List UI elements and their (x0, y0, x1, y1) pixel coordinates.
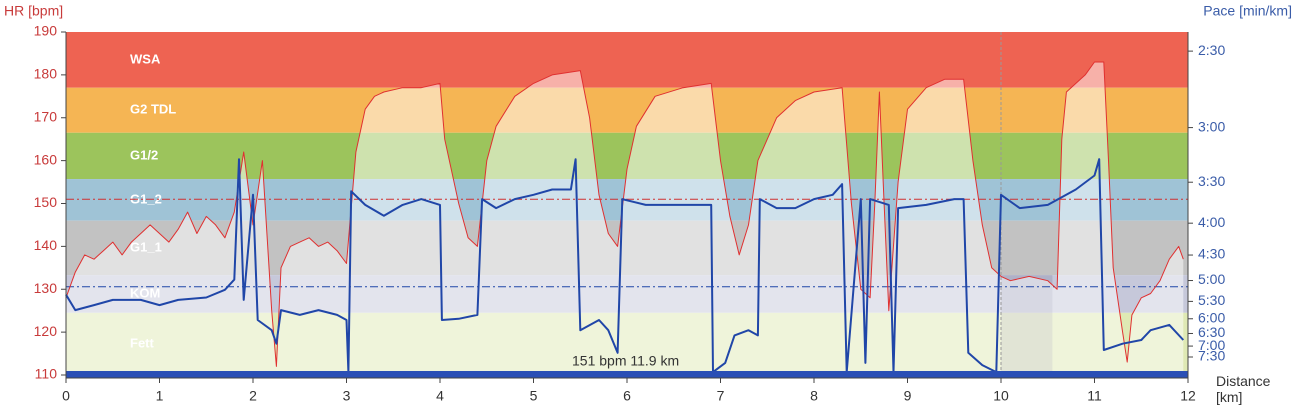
y-tick-label: 150 (34, 194, 58, 210)
x-tick-label: 6 (623, 388, 631, 404)
y2-tick-label: 3:30 (1198, 173, 1225, 189)
y-axis-label: HR [bpm] (4, 3, 63, 19)
y-tick-label: 170 (34, 108, 58, 124)
zone-label: KOM (130, 285, 160, 300)
y2-tick-label: 6:00 (1198, 309, 1225, 325)
baseline-bar (66, 371, 1188, 378)
y-tick-label: 140 (34, 237, 58, 253)
y-tick-label: 180 (34, 66, 58, 82)
y-tick-label: 130 (34, 280, 58, 296)
y2-tick-label: 6:30 (1198, 324, 1225, 340)
zone-label: G1/2 (130, 147, 158, 162)
hr-zone (66, 32, 1188, 88)
zone-label: G2 TDL (130, 102, 176, 117)
y-tick-label: 110 (35, 366, 58, 382)
y2-tick-label: 5:30 (1198, 292, 1225, 308)
x-tick-label: 7 (717, 388, 725, 404)
y2-tick-label: 5:00 (1198, 271, 1225, 287)
x-tick-label: 0 (62, 388, 70, 404)
zone-label: WSA (130, 51, 161, 66)
x-tick-label: 1 (156, 388, 164, 404)
x-tick-label: 2 (249, 388, 257, 404)
y2-tick-label: 7:30 (1198, 348, 1225, 364)
x-tick-label: 11 (1087, 388, 1102, 404)
annotation: 151 bpm 11.9 km (572, 353, 679, 369)
hr-line (65, 61, 1184, 367)
x-tick-label: 12 (1180, 388, 1196, 404)
x-tick-label: 3 (343, 388, 351, 404)
x-axis-label: Distance [km] (1216, 373, 1271, 405)
y2-axis-label: Pace [min/km] (1203, 3, 1292, 19)
y-tick-label: 160 (34, 151, 58, 167)
zone-label: Fett (130, 335, 155, 350)
pace-line (65, 158, 1185, 374)
zone-label: G1_1 (130, 239, 162, 254)
x-tick-label: 9 (904, 388, 912, 404)
zone-label: G1_2 (130, 191, 162, 206)
y2-tick-label: 7:00 (1198, 337, 1225, 353)
y2-tick-label: 3:00 (1198, 118, 1225, 134)
hr-zone (66, 87, 1188, 133)
y2-tick-label: 4:30 (1198, 246, 1225, 262)
x-tick-label: 5 (530, 388, 538, 404)
x-tick-label: 4 (436, 388, 444, 404)
x-tick-label: 8 (810, 388, 818, 404)
y2-tick-label: 4:00 (1198, 214, 1225, 230)
y2-tick-label: 2:30 (1198, 42, 1225, 58)
x-tick-label: 10 (993, 388, 1009, 404)
y-tick-label: 190 (34, 23, 58, 39)
y-tick-label: 120 (34, 323, 58, 339)
